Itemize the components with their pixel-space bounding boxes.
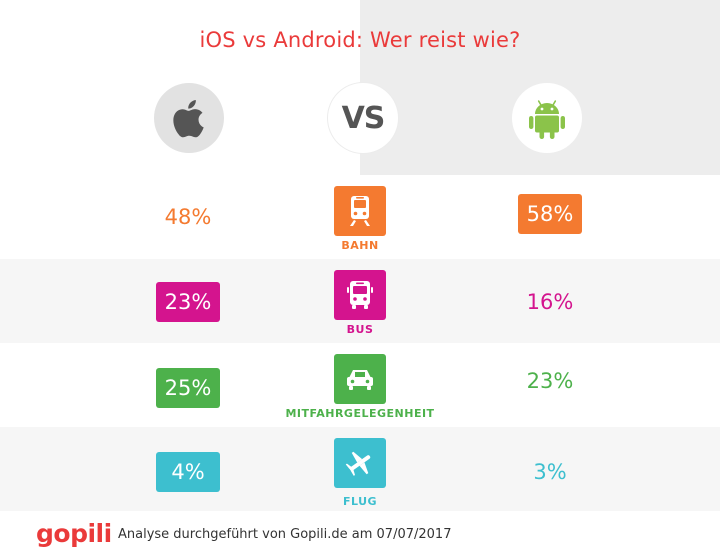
- page-title: iOS vs Android: Wer reist wie?: [199, 28, 521, 52]
- row-flug: 4% FLUG 3%: [0, 427, 720, 511]
- ios-mitfahr-value: 25%: [156, 368, 220, 408]
- mitfahr-label: MITFAHRGELEGENHEIT: [285, 407, 435, 420]
- android-bahn-value: 58%: [518, 194, 582, 234]
- ios-bahn-value: 48%: [164, 205, 212, 229]
- android-bus-value: 16%: [526, 290, 574, 314]
- car-icon: [347, 370, 373, 390]
- bahn-label: BAHN: [341, 239, 379, 252]
- gopili-logo: gopili: [36, 519, 112, 548]
- row-bahn: 48% BAHN 58%: [0, 175, 720, 259]
- flug-icon-box: [334, 438, 386, 488]
- ios-flug-value: 4%: [156, 452, 220, 492]
- mitfahr-icon-box: [334, 354, 386, 404]
- android-mitfahr-value: 23%: [526, 369, 574, 393]
- flug-label: FLUG: [342, 495, 378, 508]
- vs-label: VS: [341, 100, 386, 136]
- footer-note: Analyse durchgeführt von Gopili.de am 07…: [118, 527, 452, 542]
- bus-icon: [347, 281, 373, 309]
- bus-icon-box: [334, 270, 386, 320]
- bus-label: BUS: [346, 323, 374, 336]
- row-bus: 23% BUS 16%: [0, 259, 720, 343]
- android-flug-value: 3%: [533, 460, 567, 484]
- android-badge: [512, 83, 582, 153]
- bahn-icon-box: [334, 186, 386, 236]
- vs-badge: VS: [328, 83, 398, 153]
- train-icon: [350, 196, 370, 226]
- apple-icon: [173, 100, 204, 138]
- ios-bus-value: 23%: [156, 282, 220, 322]
- android-icon: [529, 100, 565, 139]
- plane-icon: [345, 451, 371, 476]
- row-mitfahrgelegenheit: 25% MITFAHRGELEGENHEIT 23%: [0, 343, 720, 427]
- ios-badge: [154, 83, 224, 153]
